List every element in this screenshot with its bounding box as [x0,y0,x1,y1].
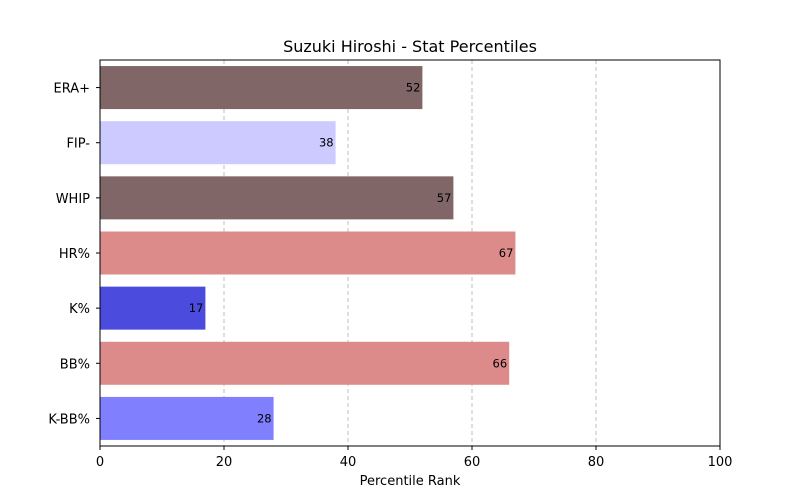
bar [100,176,454,220]
x-tick-label: 40 [340,455,357,470]
bar-value-label: 66 [493,356,508,370]
bar-value-label: 52 [406,81,421,95]
y-tick-label: BB% [60,357,90,372]
x-tick-label: 80 [588,455,605,470]
bar [100,286,206,330]
bar-value-label: 28 [257,411,272,425]
bar [100,121,336,165]
bar [100,231,516,275]
y-tick-label: K% [69,302,90,317]
x-axis-label: Percentile Rank [360,474,461,489]
bars: 52 38 57 67 17 66 28 [100,66,516,440]
x-tick-label: 0 [96,455,104,470]
bar-value-label: 38 [319,136,334,150]
bar-value-label: 57 [437,191,452,205]
y-tick-label: FIP- [66,137,90,152]
plot-frame [99,59,721,447]
bar [100,341,510,385]
y-axis: ERA+ FIP- WHIP HR% K% BB% K-BB% [48,82,100,427]
bar [100,396,274,440]
bar [100,66,423,110]
y-tick-label: WHIP [56,192,90,207]
y-tick-label: K-BB% [48,412,90,427]
x-axis: 0 20 40 60 80 100 [96,446,733,470]
x-tick-label: 60 [464,455,481,470]
x-tick-label: 100 [708,455,733,470]
y-tick-label: HR% [59,247,90,262]
bar-value-label: 67 [499,246,514,260]
chart-title: Suzuki Hiroshi - Stat Percentiles [283,37,537,56]
x-tick-label: 20 [216,455,233,470]
y-tick-label: ERA+ [53,82,90,97]
bar-value-label: 17 [189,301,204,315]
